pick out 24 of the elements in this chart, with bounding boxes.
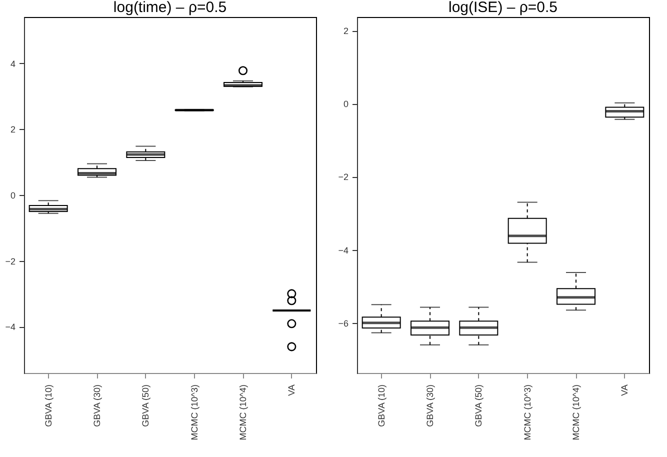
x-tick-label: GBVA (50) <box>140 384 151 427</box>
x-tick-label: GBVA (30) <box>92 384 102 427</box>
y-tick-label: 2 <box>343 26 348 36</box>
y-tick-label: −6 <box>338 318 348 328</box>
chart-title: log(ISE) – ρ=0.5 <box>448 0 558 16</box>
chart-title: log(time) – ρ=0.5 <box>113 0 227 16</box>
x-tick-label: GBVA (30) <box>425 384 435 427</box>
x-tick-label: VA <box>286 384 297 396</box>
x-tick-label: MCMC (10^3) <box>189 384 200 440</box>
x-tick-label: MCMC (10^3) <box>522 384 532 440</box>
x-tick-label: GBVA (50) <box>474 384 484 427</box>
y-tick-label: 2 <box>10 124 16 135</box>
x-tick-label: MCMC (10^4) <box>238 384 248 440</box>
x-tick-label: GBVA (10) <box>43 384 54 427</box>
y-tick-label: −4 <box>5 322 16 332</box>
x-tick-label: MCMC (10^4) <box>571 384 581 440</box>
y-tick-label: 4 <box>10 58 16 69</box>
y-tick-label: 0 <box>343 99 348 110</box>
y-tick-label: 0 <box>10 190 16 200</box>
y-tick-label: −2 <box>5 256 16 266</box>
y-tick-label: −4 <box>338 245 348 256</box>
x-tick-label: GBVA (10) <box>376 384 386 427</box>
x-tick-label: VA <box>620 384 630 396</box>
y-tick-label: −2 <box>338 172 348 182</box>
